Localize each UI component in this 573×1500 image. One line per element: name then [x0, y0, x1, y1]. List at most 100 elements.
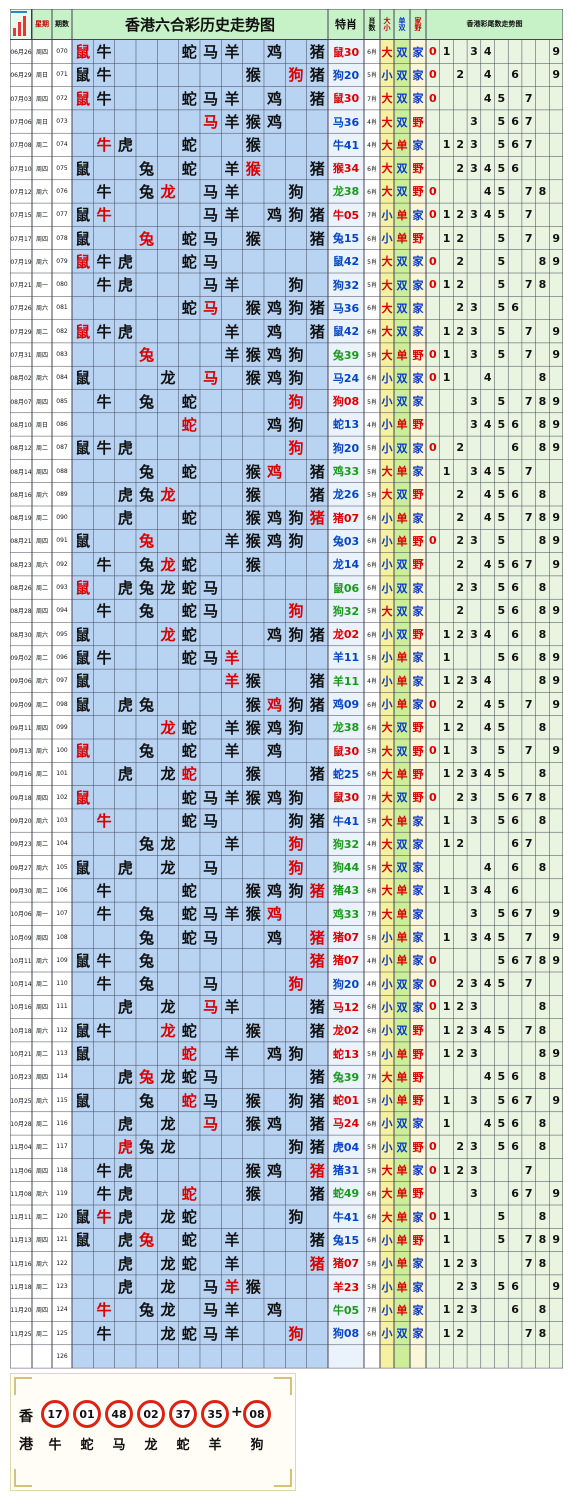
tail-digit: 6: [511, 953, 519, 967]
row-issue: 118: [56, 1166, 68, 1174]
row-weekday: 周二: [35, 328, 48, 336]
odd-even: 单: [396, 534, 408, 548]
tail-digit: 8: [538, 860, 547, 874]
zodiac-mark: 鼠: [75, 648, 91, 667]
tail-digit: 9: [552, 930, 560, 944]
zodiac-mark: 鼠: [75, 788, 91, 807]
tail-digit: 8: [538, 767, 547, 781]
home-wild: 家: [412, 371, 424, 385]
special-zodiac: 鼠30: [332, 791, 360, 805]
zodiac-count: 6肖: [367, 1120, 377, 1128]
tail-digit: 9: [552, 417, 560, 431]
result-ball: 35: [201, 1400, 229, 1428]
special-zodiac: 兔15: [332, 1233, 360, 1247]
zodiac-count: 6肖: [367, 328, 377, 336]
zodiac-mark: 兔: [139, 975, 155, 994]
tail-digit: 0: [429, 278, 437, 292]
tail-digit: 2: [456, 231, 465, 245]
special-zodiac: 蛇25: [332, 767, 360, 781]
tail-digit: 1: [442, 1000, 451, 1014]
zodiac-mark: 龙: [160, 1068, 176, 1087]
row-weekday: 周二: [35, 981, 48, 989]
zodiac-mark: 兔: [139, 1138, 155, 1157]
zodiac-mark: 猴: [245, 881, 261, 900]
tail-digit: 8: [538, 1000, 547, 1014]
tail-digit: 1: [442, 1303, 451, 1317]
zodiac-mark: 鼠: [75, 579, 91, 598]
tail-digit: 6: [511, 1070, 519, 1084]
tail-digit: 3: [470, 1303, 478, 1317]
card-corner-ornament: [274, 1377, 292, 1395]
big-small: 大: [381, 162, 393, 176]
tail-digit: 1: [442, 814, 451, 828]
zodiac-mark: 龙: [160, 1254, 176, 1273]
row-issue: 088: [56, 467, 68, 475]
tail-digit: 9: [552, 45, 560, 59]
tail-digit: 3: [470, 348, 478, 362]
special-zodiac: 马36: [332, 301, 360, 315]
zodiac-mark: 鼠: [75, 951, 91, 970]
special-panel: [328, 40, 364, 1369]
big-small: 大: [381, 1210, 393, 1224]
special-zodiac: 龙26: [332, 488, 360, 502]
zodiac-mark: 虎: [117, 136, 133, 155]
tail-digit: 2: [456, 68, 465, 82]
odd-even: 双: [396, 115, 408, 129]
tail-digit: 6: [511, 814, 519, 828]
big-small: 小: [381, 558, 393, 572]
odd-even: 双: [396, 92, 408, 106]
tail-digit: 9: [552, 1093, 560, 1107]
zodiac-mark: 猪: [309, 998, 325, 1017]
special-result-zodiac: 狗: [250, 1438, 264, 1453]
tail-digit: 0: [429, 1210, 437, 1224]
zodiac-mark: 蛇: [181, 555, 197, 574]
row-issue: 123: [56, 1283, 68, 1291]
special-zodiac: 龙38: [332, 185, 360, 199]
row-weekday: 周一: [35, 911, 48, 919]
home-wild-panel: [410, 40, 426, 1369]
tail-digit: 8: [538, 441, 547, 455]
home-wild: 野: [412, 1070, 424, 1084]
row-issue: 121: [56, 1236, 68, 1244]
row-weekday: 周四: [35, 538, 48, 546]
zodiac-mark: 虎: [117, 439, 133, 458]
home-wild: 野: [412, 628, 424, 642]
tail-digit: 0: [429, 254, 437, 268]
zodiac-count: 5肖: [367, 934, 377, 942]
tail-digit: 8: [538, 790, 547, 804]
tail-digit: 4: [483, 860, 492, 874]
zodiac-mark: 猴: [245, 136, 261, 155]
row-issue: 087: [56, 444, 68, 452]
zodiac-count: 5肖: [367, 352, 377, 360]
row-issue: 076: [56, 187, 68, 195]
row-date: 07月06: [10, 119, 32, 127]
tail-digit: 3: [470, 1163, 478, 1177]
row-weekday: 周四: [35, 165, 48, 173]
zodiac-count: 6肖: [367, 1190, 377, 1198]
special-zodiac: 猪07: [332, 1257, 360, 1271]
tail-digit: 2: [456, 1280, 465, 1294]
zodiac-mark: 兔: [139, 928, 155, 947]
zodiac-mark: 马: [203, 276, 219, 295]
zodiac-mark: 牛: [96, 1208, 112, 1227]
zodiac-count: 6肖: [367, 515, 377, 523]
special-zodiac: 兔39: [332, 1070, 360, 1084]
zodiac-mark: 鸡: [267, 1161, 283, 1180]
tail-digit: 7: [524, 1023, 533, 1037]
zodiac-mark: 猴: [245, 66, 261, 85]
zodiac-mark: 兔: [139, 579, 155, 598]
zodiac-count: 6肖: [367, 49, 377, 57]
zodiac-mark: 龙: [160, 1021, 176, 1040]
zodiac-mark: 鸡: [267, 532, 283, 551]
home-wild: 家: [412, 1303, 424, 1317]
row-weekday: 周二: [35, 887, 48, 895]
zodiac-mark: 虎: [117, 322, 133, 341]
zodiac-mark: 兔: [139, 159, 155, 178]
special-zodiac: 鼠30: [332, 744, 360, 758]
row-date: 10月28: [10, 1120, 32, 1128]
zodiac-mark: 猪: [309, 951, 325, 970]
zodiac-mark: 鸡: [267, 369, 283, 388]
big-small: 大: [381, 721, 393, 735]
tail-digit: 8: [538, 720, 547, 734]
zodiac-mark: 狗: [288, 532, 304, 551]
